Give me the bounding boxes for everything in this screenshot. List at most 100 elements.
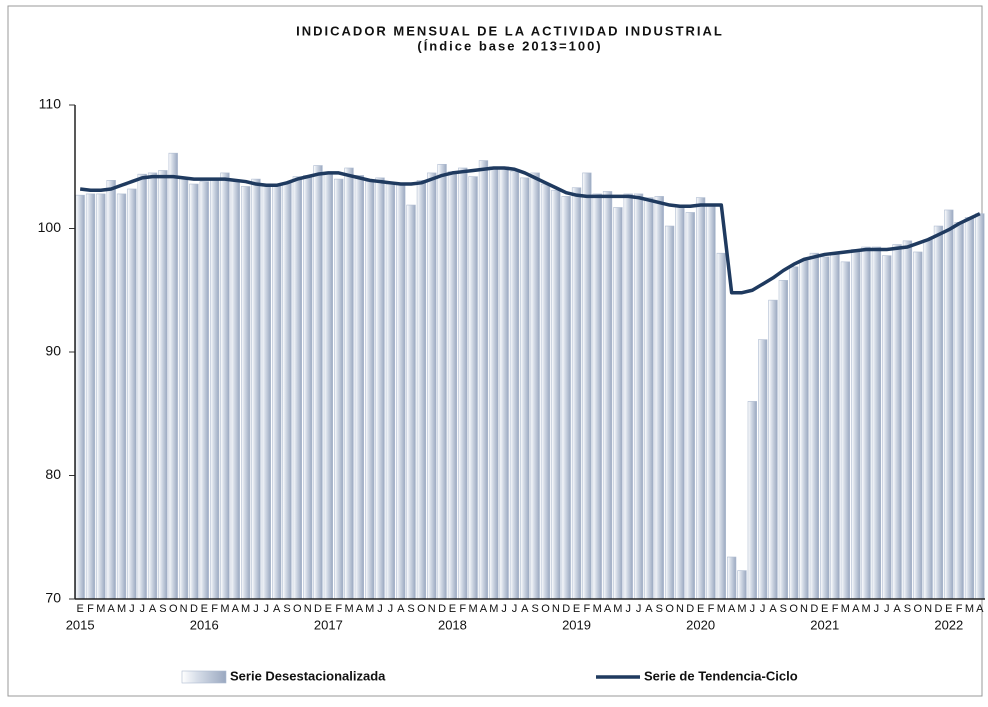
legend-label: Serie de Tendencia-Ciclo bbox=[644, 668, 798, 683]
bar bbox=[675, 204, 685, 600]
bar bbox=[633, 193, 644, 600]
bar bbox=[323, 173, 333, 600]
x-tick-label: D bbox=[934, 603, 942, 615]
x-tick-label: A bbox=[480, 603, 488, 615]
x-tick-label: J bbox=[512, 603, 518, 615]
x-tick-label: J bbox=[501, 603, 507, 615]
bar bbox=[240, 186, 251, 600]
x-tick-label: D bbox=[314, 603, 322, 615]
x-tick-label: M bbox=[241, 603, 250, 615]
x-tick-label: S bbox=[283, 603, 290, 615]
bar bbox=[85, 193, 96, 600]
bar bbox=[365, 181, 375, 600]
x-tick-label: A bbox=[769, 603, 777, 615]
x-tick-label: M bbox=[613, 603, 622, 615]
bar bbox=[499, 166, 509, 600]
y-tick-label: 80 bbox=[45, 466, 61, 482]
bar bbox=[623, 193, 633, 600]
bar bbox=[592, 193, 602, 600]
x-tick-label: O bbox=[417, 603, 426, 615]
x-tick-label: N bbox=[180, 603, 188, 615]
x-tick-label: A bbox=[232, 603, 240, 615]
bar bbox=[551, 189, 561, 600]
x-tick-label: E bbox=[201, 603, 208, 615]
x-tick-label: J bbox=[874, 603, 880, 615]
bar bbox=[571, 187, 582, 600]
bar bbox=[602, 191, 613, 600]
bar bbox=[882, 255, 892, 600]
bar bbox=[758, 339, 768, 600]
x-tick-label: F bbox=[832, 603, 839, 615]
x-tick-label: D bbox=[810, 603, 818, 615]
year-label: 2015 bbox=[66, 617, 95, 632]
x-tick-label: J bbox=[377, 603, 383, 615]
bar bbox=[416, 180, 427, 600]
year-label: 2021 bbox=[810, 617, 839, 632]
bar bbox=[582, 172, 592, 600]
x-tick-label: F bbox=[335, 603, 342, 615]
x-tick-label: E bbox=[573, 603, 580, 615]
bar bbox=[954, 222, 964, 600]
bar bbox=[830, 252, 840, 600]
bar bbox=[933, 225, 944, 600]
bar bbox=[168, 152, 178, 600]
bar bbox=[137, 173, 147, 600]
x-tick-label: S bbox=[531, 603, 538, 615]
x-tick-label: J bbox=[750, 603, 756, 615]
bar bbox=[923, 239, 933, 600]
x-tick-label: D bbox=[190, 603, 198, 615]
year-label: 2016 bbox=[190, 617, 219, 632]
x-tick-label: E bbox=[945, 603, 952, 615]
x-tick-label: F bbox=[584, 603, 591, 615]
bar bbox=[396, 182, 406, 600]
y-tick-label: 100 bbox=[38, 219, 62, 235]
y-tick-label: 90 bbox=[45, 343, 61, 359]
x-tick-label: M bbox=[965, 603, 974, 615]
x-tick-label: A bbox=[852, 603, 860, 615]
bar bbox=[747, 401, 757, 600]
x-tick-label: A bbox=[893, 603, 901, 615]
bar bbox=[375, 177, 385, 600]
x-tick-label: J bbox=[625, 603, 631, 615]
x-tick-label: F bbox=[956, 603, 963, 615]
x-tick-label: N bbox=[924, 603, 932, 615]
bar bbox=[406, 204, 416, 600]
bar bbox=[851, 249, 861, 600]
bar bbox=[695, 197, 706, 600]
bar bbox=[706, 204, 716, 600]
x-tick-label: J bbox=[760, 603, 766, 615]
x-tick-label: D bbox=[562, 603, 570, 615]
x-tick-label: O bbox=[914, 603, 923, 615]
x-tick-label: M bbox=[737, 603, 746, 615]
bar bbox=[447, 171, 458, 600]
bar bbox=[106, 180, 116, 600]
bar bbox=[789, 266, 799, 600]
bar bbox=[220, 172, 230, 600]
bar bbox=[820, 256, 830, 600]
x-tick-label: A bbox=[521, 603, 529, 615]
bar bbox=[654, 196, 664, 600]
bar bbox=[75, 194, 85, 600]
x-tick-label: A bbox=[108, 603, 116, 615]
x-tick-label: J bbox=[253, 603, 259, 615]
bar bbox=[261, 184, 271, 600]
bar bbox=[199, 181, 209, 600]
bar bbox=[282, 182, 292, 600]
chart-title: INDICADOR MENSUAL DE LA ACTIVIDAD INDUST… bbox=[296, 23, 724, 38]
x-tick-label: M bbox=[469, 603, 478, 615]
bar bbox=[964, 217, 975, 600]
bar bbox=[613, 207, 623, 600]
x-tick-label: N bbox=[428, 603, 436, 615]
bar bbox=[437, 163, 447, 600]
bar bbox=[313, 165, 323, 600]
bar bbox=[664, 225, 675, 600]
x-tick-label: D bbox=[438, 603, 446, 615]
x-tick-label: M bbox=[593, 603, 602, 615]
x-tick-label: E bbox=[449, 603, 456, 615]
bar bbox=[127, 188, 137, 600]
x-tick-label: E bbox=[325, 603, 332, 615]
bar bbox=[716, 252, 726, 600]
x-tick-label: E bbox=[697, 603, 704, 615]
x-tick-label: A bbox=[976, 603, 984, 615]
